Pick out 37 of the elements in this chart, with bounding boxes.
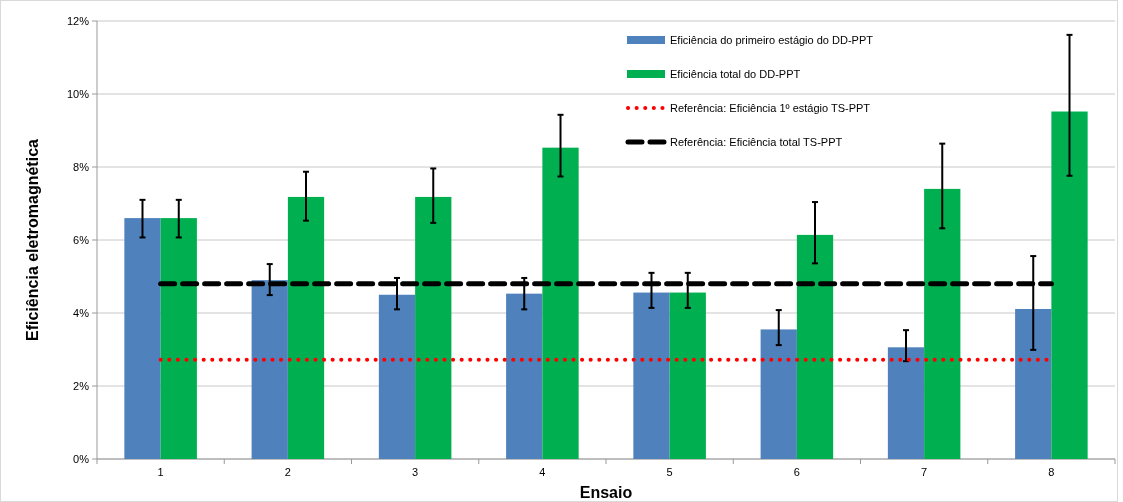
- bar: [796, 234, 834, 459]
- x-tick-label: 4: [539, 466, 546, 478]
- x-tick-label: 3: [412, 466, 419, 478]
- x-axis-title: Ensaio: [579, 484, 633, 501]
- legend-label: Eficiência total do DD-PPT: [670, 67, 801, 80]
- x-tick-label: 5: [666, 466, 673, 478]
- legend-label: Referência: Eficiência total TS-PPT: [670, 135, 843, 148]
- y-tick-label: 12%: [66, 14, 90, 27]
- bar: [669, 292, 706, 459]
- y-tick-label: 4%: [73, 306, 90, 319]
- x-tick-label: 7: [921, 466, 928, 478]
- bar: [760, 329, 797, 459]
- y-tick-label: 2%: [73, 379, 90, 392]
- x-tick-label: 2: [284, 466, 291, 478]
- bar: [378, 294, 416, 459]
- y-tick-label: 6%: [73, 233, 90, 246]
- y-tick-label: 10%: [66, 87, 90, 100]
- bar: [633, 292, 670, 459]
- bar: [124, 218, 161, 459]
- bar: [287, 196, 325, 459]
- bar: [160, 218, 197, 459]
- y-axis-title: Eficiência eletromagnética: [24, 138, 41, 341]
- bar: [506, 293, 543, 459]
- legend-label: Referência: Eficiência 1º estágio TS-PPT: [670, 101, 871, 114]
- legend-label: Eficiência do primeiro estágio do DD-PPT: [670, 33, 874, 46]
- x-tick-label: 1: [157, 466, 164, 478]
- y-tick-label: 8%: [73, 160, 90, 173]
- bar: [415, 196, 452, 459]
- bar: [251, 280, 288, 459]
- bar: [1051, 111, 1088, 459]
- bar: [542, 147, 579, 459]
- y-tick-label: 0%: [73, 452, 90, 465]
- x-tick-label: 6: [793, 466, 800, 478]
- bar: [924, 188, 961, 459]
- bar: [1015, 308, 1052, 459]
- x-tick-label: 8: [1048, 466, 1055, 478]
- bar: [887, 347, 925, 459]
